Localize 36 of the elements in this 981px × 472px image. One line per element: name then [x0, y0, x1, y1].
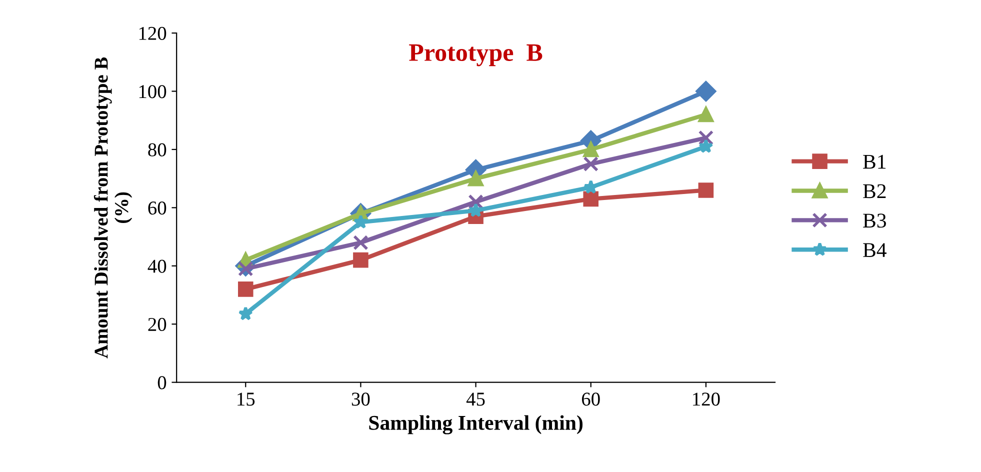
y-tick-label: 120	[139, 26, 166, 40]
x-tick-label: 15	[238, 392, 255, 406]
x-tick-label: 30	[352, 392, 370, 406]
x-tick-label: 120	[693, 392, 720, 406]
y-tick-label: 0	[158, 376, 166, 390]
y-tick-label: 100	[139, 85, 166, 98]
legend-label: B4	[863, 243, 886, 257]
point	[698, 130, 714, 146]
legend-label: B1	[863, 154, 886, 169]
point	[468, 202, 484, 218]
legend-label: B3	[863, 214, 886, 228]
point	[468, 170, 484, 186]
point	[238, 282, 254, 297]
point	[584, 180, 598, 194]
y-tick-label: 20	[148, 318, 166, 332]
point	[468, 194, 484, 210]
x-tick-label: 60	[582, 392, 600, 406]
point	[238, 306, 253, 320]
point	[698, 138, 714, 153]
x-axis-title: Sampling Interval (min)	[369, 415, 583, 434]
point	[583, 191, 599, 207]
chart-title: Prototype B	[409, 44, 542, 66]
y-tick-label: 80	[148, 143, 166, 156]
point	[696, 81, 716, 102]
point	[583, 156, 599, 172]
point	[353, 234, 368, 250]
point	[353, 214, 368, 229]
y-axis-title: Amount Dissolved from Prototype B (%)	[94, 57, 132, 358]
point	[698, 182, 714, 198]
y-tick-label: 60	[148, 201, 166, 215]
legend-label: B2	[863, 184, 886, 198]
point	[583, 142, 599, 158]
x-tick-label: 45	[466, 392, 485, 406]
y-tick-label: 40	[148, 260, 166, 273]
point	[353, 252, 368, 268]
point	[698, 106, 714, 122]
